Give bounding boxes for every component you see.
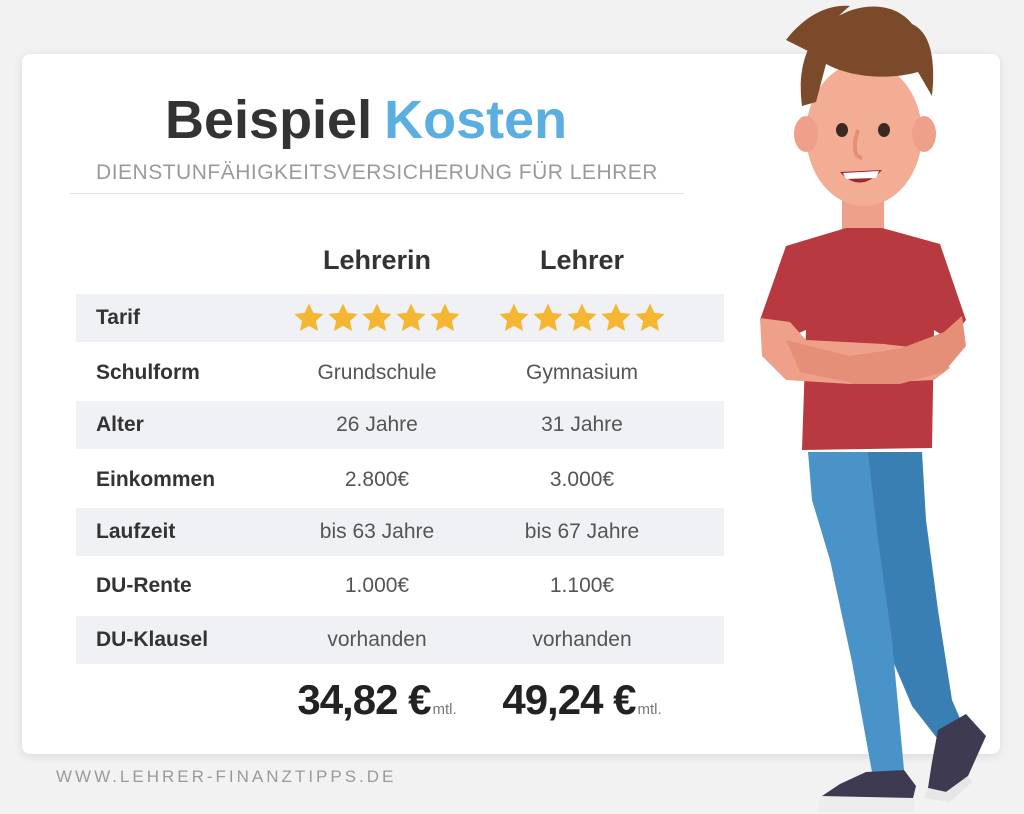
cell-lehrer: vorhanden [532, 628, 632, 651]
website-url: WWW.LEHRER-FINANZTIPPS.DE [56, 767, 397, 786]
column-header-lehrer: Lehrer [539, 245, 625, 275]
star-icon [533, 303, 563, 332]
star-icon [294, 303, 324, 332]
row-label: Einkommen [96, 468, 216, 491]
cell-lehrer: bis 67 Jahre [524, 520, 640, 543]
table-row-alter: Alter 26 Jahre 31 Jahre [76, 401, 724, 449]
star-icon [362, 303, 392, 332]
column-header-lehrerin: Lehrerin [322, 245, 432, 275]
star-icon [328, 303, 358, 332]
star-icon [635, 303, 665, 332]
cell-lehrerin: Grundschule [317, 361, 437, 384]
price-unit: mtl. [637, 701, 662, 718]
star-rating-lehrerin [272, 294, 482, 342]
star-icon [430, 303, 460, 332]
row-label: Alter [96, 413, 144, 436]
price-amount: 49,24 € [502, 676, 636, 723]
table-row-schulform: Schulform Grundschule Gymnasium [76, 349, 724, 397]
star-icon [601, 303, 631, 332]
teacher-illustration [760, 5, 986, 812]
row-label: Laufzeit [96, 520, 176, 543]
price-lehrerin: 34,82 € mtl. [272, 676, 482, 732]
row-label: Tarif [96, 306, 140, 329]
cell-lehrer: 3.000€ [549, 468, 615, 491]
title-part-1: Beispiel [165, 90, 373, 150]
price-unit: mtl. [432, 701, 457, 718]
cell-lehrer: 1.100€ [549, 574, 615, 597]
title-divider [70, 193, 684, 194]
row-label: DU-Klausel [96, 628, 209, 651]
star-icon [396, 303, 426, 332]
row-label: Schulform [96, 361, 200, 384]
table-row-tarif: Tarif [76, 294, 724, 342]
table-row-einkommen: Einkommen 2.800€ 3.000€ [76, 456, 724, 504]
cell-lehrer: Gymnasium [525, 361, 639, 384]
cell-lehrerin: 26 Jahre [336, 413, 418, 436]
cell-lehrerin: 1.000€ [344, 574, 410, 597]
cell-lehrer: 31 Jahre [541, 413, 623, 436]
star-rating-lehrer [477, 294, 687, 342]
star-icon [567, 303, 597, 332]
price-lehrer: 49,24 € mtl. [477, 676, 687, 732]
row-label: DU-Rente [96, 574, 192, 597]
star-icon [499, 303, 529, 332]
price-amount: 34,82 € [297, 676, 431, 723]
cell-lehrerin: vorhanden [327, 628, 427, 651]
table-row-du-klausel: DU-Klausel vorhanden vorhanden [76, 616, 724, 664]
page-subtitle: DIENSTUNFÄHIGKEITSVERSICHERUNG FÜR LEHRE… [96, 161, 658, 184]
cell-lehrerin: bis 63 Jahre [319, 520, 435, 543]
page-title: Beispiel Kosten [165, 84, 605, 156]
title-part-2: Kosten [384, 90, 568, 150]
table-row-du-rente: DU-Rente 1.000€ 1.100€ [76, 562, 724, 610]
table-row-laufzeit: Laufzeit bis 63 Jahre bis 67 Jahre [76, 508, 724, 556]
cell-lehrerin: 2.800€ [344, 468, 410, 491]
